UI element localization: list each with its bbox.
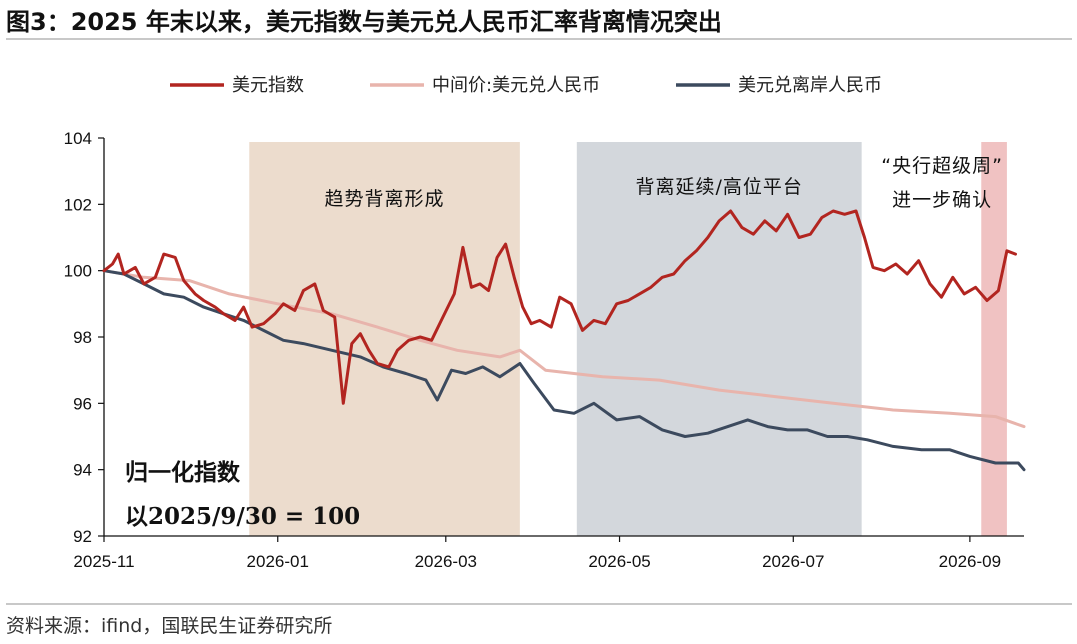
legend-label: 美元指数	[232, 75, 304, 96]
note-line-1: 归一化指数	[125, 459, 241, 486]
y-tick-label: 102	[64, 195, 92, 214]
highlight-bands	[249, 142, 1007, 536]
y-tick-label: 98	[73, 328, 92, 347]
band-label-3: “央行超级周”	[881, 155, 1003, 177]
y-tick-label: 94	[73, 461, 92, 480]
x-tick-label: 2026-03	[415, 552, 477, 571]
highlight-band-2	[576, 142, 862, 536]
highlight-band-1	[249, 142, 520, 536]
legend-label: 中间价:美元兑人民币	[432, 75, 600, 96]
x-tick-label: 2026-05	[588, 552, 650, 571]
chart-axes: 92 94 96 98 100 102 104 2025-11 2026-01 2026-03 20…	[64, 129, 1024, 571]
y-tick-label: 104	[64, 129, 92, 148]
chart-legend: 美元指数 中间价:美元兑人民币 美元兑离岸人民币	[170, 75, 882, 96]
highlight-band-3	[981, 142, 1007, 536]
x-tick-label: 2026-07	[762, 552, 824, 571]
band-label-1: 趋势背离形成	[325, 188, 445, 210]
band-label-2: 背离延续/高位平台	[636, 176, 803, 198]
series-lines	[102, 209, 1026, 472]
band-labels: 趋势背离形成 背离延续/高位平台 “央行超级周” 进一步确认	[325, 155, 1003, 211]
band-label-3: 进一步确认	[892, 189, 992, 211]
y-tick-label: 96	[73, 394, 92, 413]
source-divider	[6, 603, 1072, 605]
note-line-2: 以2025/9/30 = 100	[125, 503, 360, 530]
figure-title: 图3：2025 年末以来，美元指数与美元兑人民币汇率背离情况突出	[6, 8, 722, 36]
x-tick-label: 2026-01	[247, 552, 309, 571]
x-tick-label: 2025-11	[73, 552, 134, 571]
title-divider	[6, 38, 1072, 40]
y-tick-label: 92	[73, 527, 92, 546]
chart-canvas: 92 94 96 98 100 102 104 2025-11 2026-01 2026-03 20…	[64, 75, 1026, 571]
series-line-2	[102, 269, 1026, 429]
y-tick-label: 100	[64, 262, 92, 281]
legend-label: 美元兑离岸人民币	[738, 75, 882, 96]
figure-source: 资料来源：ifind，国联民生证券研究所	[6, 615, 333, 637]
x-tick-label: 2026-09	[939, 552, 1001, 571]
series-line-1	[102, 209, 1017, 405]
